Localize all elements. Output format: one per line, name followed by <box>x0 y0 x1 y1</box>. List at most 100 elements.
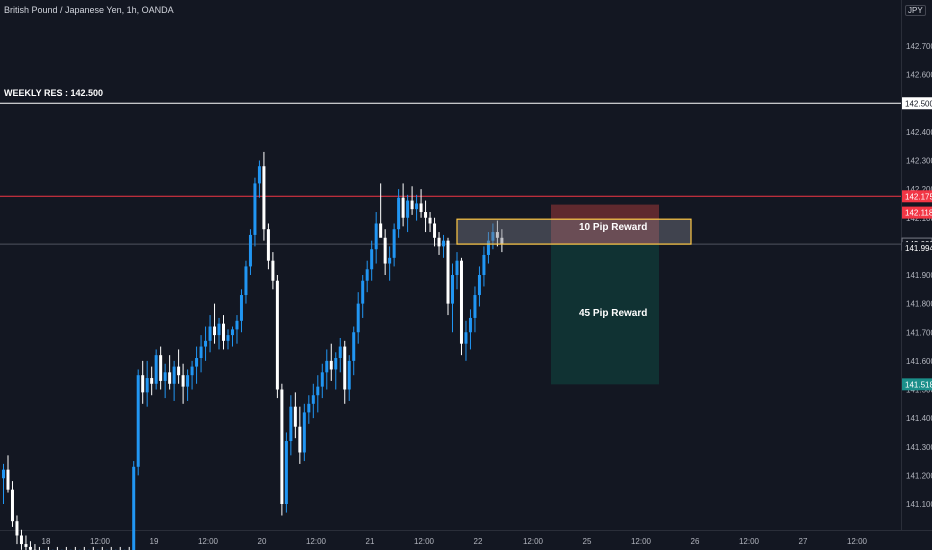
price-badge <box>902 206 932 219</box>
candle-body <box>230 329 234 336</box>
candle-body <box>177 366 181 376</box>
candle-body <box>6 469 10 490</box>
y-tick-label: 141.100 <box>906 500 932 509</box>
candle-body <box>338 346 342 359</box>
candle-body <box>397 197 401 230</box>
candle-body <box>307 403 311 413</box>
candle-body <box>266 229 270 261</box>
candle-body <box>383 237 387 264</box>
y-tick-label: 141.400 <box>906 414 932 423</box>
candle-body <box>329 360 333 370</box>
candle-body <box>298 426 302 453</box>
y-tick-label: 141.600 <box>906 357 932 366</box>
price-badge <box>902 242 932 255</box>
candle-body <box>222 323 226 341</box>
candle-body <box>136 375 140 467</box>
candle-body <box>356 303 360 333</box>
weekly-res-label: WEEKLY RES : 142.500 <box>4 88 104 98</box>
candle-body <box>424 212 428 218</box>
price-badge <box>902 378 932 391</box>
price-badge-label: 141.994 <box>905 244 932 253</box>
x-tick-label: 26 <box>691 537 700 546</box>
x-tick-label: 21 <box>366 537 375 546</box>
candle-body <box>415 203 419 210</box>
candle-body <box>486 240 490 255</box>
stop-zone <box>551 244 659 385</box>
price-badge-label: 141.518 <box>905 380 932 389</box>
candle-body <box>464 332 468 344</box>
candle-body <box>280 389 284 504</box>
x-tick-label: 12:00 <box>847 537 868 546</box>
candle-body <box>195 358 199 367</box>
candle-body <box>482 254 486 275</box>
y-tick-label: 141.200 <box>906 471 932 480</box>
candle-body <box>343 346 347 390</box>
candle-body <box>235 320 239 330</box>
currency-badge[interactable]: JPY <box>905 5 926 16</box>
candle-body <box>168 372 172 384</box>
candle-body <box>379 223 383 238</box>
candle-body <box>208 326 212 341</box>
y-tick-label: 142.400 <box>906 128 932 137</box>
candle-body <box>199 346 203 359</box>
candle-body <box>316 386 320 396</box>
x-tick-label: 27 <box>799 537 808 546</box>
candle-body <box>352 332 356 361</box>
candle-body <box>244 266 248 296</box>
candle-body <box>186 375 190 387</box>
candle-body <box>15 521 19 536</box>
y-tick-label: 142.200 <box>906 185 932 194</box>
y-tick-label: 142.600 <box>906 71 932 80</box>
candle-body <box>361 280 365 304</box>
candle-body <box>275 280 279 390</box>
candle-body <box>401 197 405 218</box>
candle-body <box>204 340 208 347</box>
price-badge-label: 142.118 <box>905 209 932 218</box>
candle-body <box>468 317 472 333</box>
candle-body <box>217 323 221 336</box>
candle-body <box>172 366 176 384</box>
candle-body <box>334 358 338 370</box>
candle-body <box>19 535 23 545</box>
candle-body <box>473 295 477 318</box>
candle-body <box>410 200 414 210</box>
candle-body <box>271 260 275 281</box>
x-tick-label: 18 <box>42 537 51 546</box>
x-tick-label: 25 <box>583 537 592 546</box>
y-tick-label: 142.700 <box>906 42 932 51</box>
y-tick-label: 141.700 <box>906 328 932 337</box>
candle-body <box>2 469 5 479</box>
candle-body <box>491 232 495 241</box>
y-tick-label: 142.300 <box>906 157 932 166</box>
price-badge-label: 142.500 <box>905 99 932 108</box>
price-badge <box>902 190 932 203</box>
candle-body <box>419 203 423 213</box>
candle-body <box>370 249 374 270</box>
candle-body <box>388 257 392 264</box>
candle-body <box>428 217 432 224</box>
candle-body <box>154 355 158 384</box>
reward-10-label: 10 Pip Reward <box>579 222 648 234</box>
candle-body <box>28 546 32 550</box>
candle-body <box>325 360 329 373</box>
price-badge-label: 142.175 <box>905 192 932 201</box>
candle-body <box>24 544 28 547</box>
y-tick-label: 141.300 <box>906 443 932 452</box>
candle-body <box>406 200 410 218</box>
candle-body <box>374 223 378 250</box>
target-zone <box>551 204 659 245</box>
candle-body <box>311 395 315 404</box>
price-badge <box>902 97 932 110</box>
candle-body <box>145 378 149 393</box>
candle-body <box>442 240 446 247</box>
candle-body <box>365 269 369 281</box>
candle-body <box>248 234 252 267</box>
y-tick-label: 141.800 <box>906 300 932 309</box>
candle-body <box>257 166 261 184</box>
candle-body <box>226 335 230 341</box>
y-tick-label: 141.900 <box>906 271 932 280</box>
x-tick-label: 12:00 <box>739 537 760 546</box>
candle-body <box>253 183 257 235</box>
